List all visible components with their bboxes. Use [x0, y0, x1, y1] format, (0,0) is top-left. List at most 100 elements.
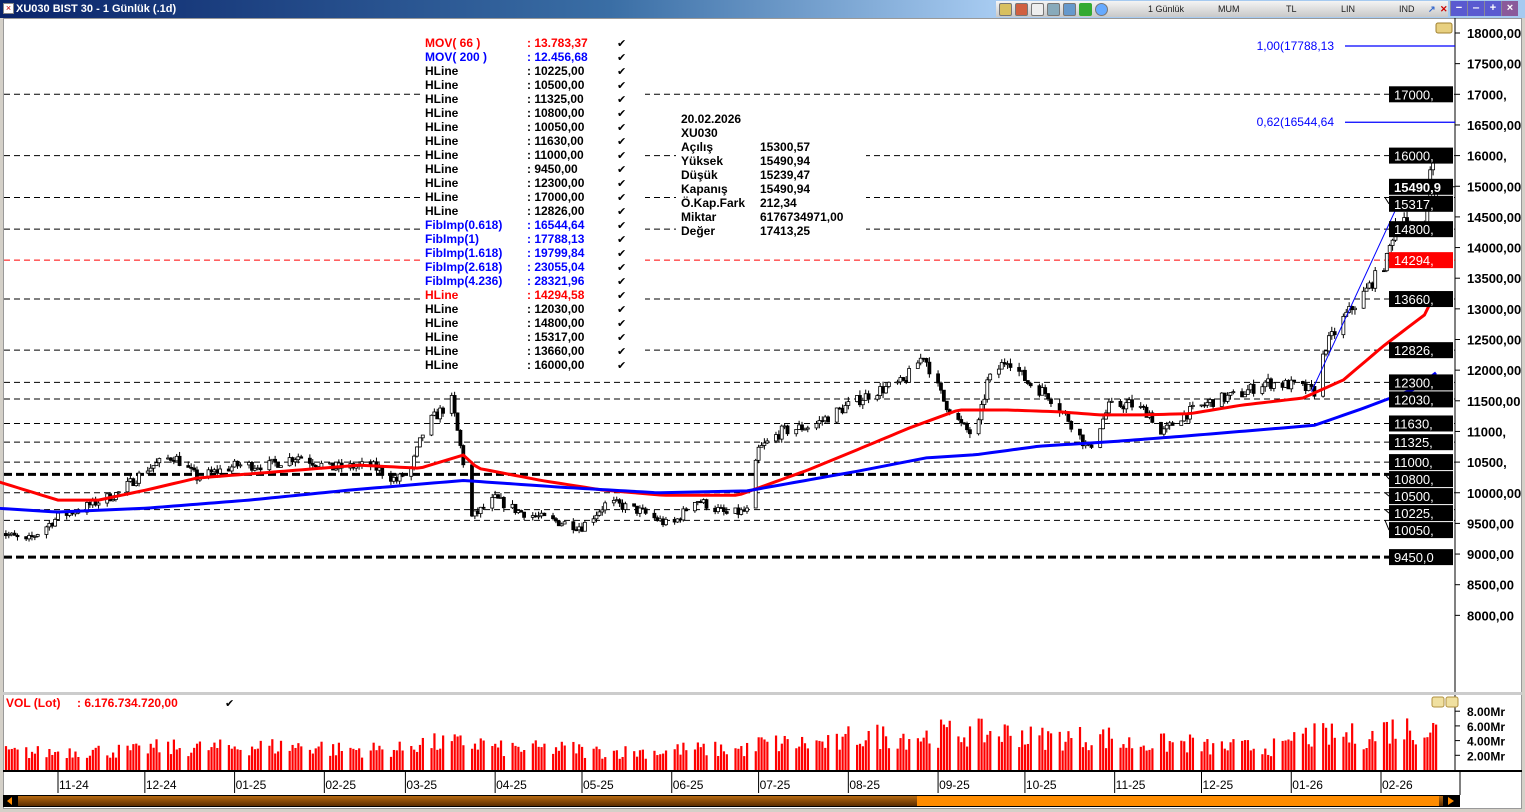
period-selector[interactable]: 1 Günlük [1148, 4, 1185, 14]
candle-body [826, 416, 830, 423]
visibility-check-icon[interactable]: ✔ [617, 150, 626, 162]
scale-selector[interactable]: LIN [1341, 4, 1356, 14]
legend-value: : 14294,58 [527, 288, 585, 302]
volume-bar [693, 749, 697, 770]
visibility-check-icon[interactable]: ✔ [617, 234, 626, 246]
candle-body [496, 494, 500, 499]
legend-value: : 9450,00 [527, 162, 578, 176]
pencil-icon[interactable] [1079, 2, 1092, 16]
volume-bar [1203, 741, 1206, 770]
visibility-check-icon[interactable]: ✔ [617, 192, 626, 204]
candle-body [519, 510, 524, 513]
visibility-check-icon[interactable]: ✔ [617, 52, 626, 64]
candle-body [1326, 335, 1331, 352]
scroll-left-icon[interactable] [7, 797, 12, 805]
tool-icon-3[interactable] [1031, 2, 1044, 16]
volume-bar [1038, 735, 1041, 770]
tool-icon-4[interactable] [1047, 2, 1060, 16]
candle-body [1205, 402, 1210, 406]
volume-bar [1252, 748, 1255, 770]
candle-body [412, 455, 416, 468]
volume-bar [279, 740, 283, 770]
volume-bar [1023, 744, 1027, 770]
visibility-check-icon[interactable]: ✔ [617, 108, 626, 120]
x-tick-label: 01-25 [236, 778, 267, 792]
volume-bar [1385, 721, 1388, 770]
scrollbar-range [18, 796, 1443, 806]
volume-bar [207, 750, 210, 770]
volume-bar [1411, 740, 1415, 770]
chart-type-selector[interactable]: MUM [1218, 4, 1240, 14]
currency-selector[interactable]: TL [1286, 4, 1297, 14]
candle-body [846, 401, 851, 406]
volume-bar [818, 740, 821, 770]
candle-body [924, 358, 929, 363]
scroll-right-icon[interactable] [1448, 797, 1454, 805]
y-tick-label: 11500,00 [1467, 394, 1521, 409]
candle-body [400, 473, 405, 477]
visibility-check-icon[interactable]: ✔ [617, 80, 626, 92]
visibility-check-icon[interactable]: ✔ [617, 220, 626, 232]
tool-icon-1[interactable] [999, 2, 1012, 16]
visibility-check-icon[interactable]: ✔ [617, 206, 626, 218]
volume-bar [1272, 738, 1276, 770]
hline-value-box [1389, 522, 1453, 539]
visibility-check-icon[interactable]: ✔ [617, 122, 626, 134]
visibility-check-icon[interactable]: ✔ [617, 66, 626, 78]
info-key: XU030 [681, 126, 718, 140]
visibility-check-icon[interactable]: ✔ [617, 262, 626, 274]
volume-bar [1044, 749, 1047, 770]
move-icon[interactable] [1095, 2, 1108, 16]
arrow-icon[interactable]: ↗ [1428, 4, 1436, 14]
volume-label: VOL (Lot) [6, 696, 60, 710]
visibility-check-icon[interactable]: ✔ [617, 346, 626, 358]
visibility-check-icon[interactable]: ✔ [617, 94, 626, 106]
volume-bar [618, 758, 621, 770]
visibility-check-icon[interactable]: ✔ [617, 318, 626, 330]
visibility-check-icon[interactable]: ✔ [617, 332, 626, 344]
visibility-check-icon[interactable]: ✔ [617, 164, 626, 176]
visibility-check-icon[interactable]: ✔ [617, 304, 626, 316]
tools-icon[interactable]: ✕ [1440, 4, 1448, 14]
indicator-selector[interactable]: IND [1399, 4, 1415, 14]
volume-bar [291, 744, 294, 770]
visibility-check-icon[interactable]: ✔ [617, 178, 626, 190]
candle-body [817, 420, 822, 425]
candle-body [803, 428, 807, 431]
maximize-button[interactable]: + [1484, 1, 1501, 16]
volume-bar [401, 750, 404, 770]
candle-body [939, 382, 943, 391]
visibility-check-icon[interactable]: ✔ [617, 136, 626, 148]
volume-bar [1365, 748, 1368, 770]
candle-body [1211, 399, 1215, 407]
candle-body [1130, 399, 1134, 408]
volume-bar [612, 750, 616, 770]
visibility-check-icon[interactable]: ✔ [617, 290, 626, 302]
close-button[interactable]: × [1501, 1, 1518, 16]
volume-bar [1307, 744, 1310, 770]
visibility-check-icon[interactable]: ✔ [617, 360, 626, 372]
candle-body [1300, 381, 1305, 385]
hline-value-box [1389, 549, 1453, 566]
scrollbar-thumb[interactable] [917, 796, 1439, 806]
visibility-check-icon[interactable]: ✔ [617, 38, 626, 50]
visibility-check-icon[interactable]: ✔ [617, 276, 626, 288]
candle-body [554, 518, 558, 522]
ma200-line [0, 371, 1437, 514]
volume-bar [517, 746, 520, 770]
volume-bar [801, 736, 804, 770]
candle-body [1008, 363, 1013, 368]
candle-body [1390, 239, 1395, 246]
candle-body [56, 512, 60, 520]
visibility-check-icon[interactable]: ✔ [617, 248, 626, 260]
candle-body [1321, 353, 1326, 397]
volume-bar [499, 740, 503, 770]
volume-bar [980, 718, 983, 770]
tool-icon-5[interactable] [1063, 2, 1076, 16]
hline-value-box [1389, 195, 1453, 212]
tool-icon-2[interactable] [1015, 2, 1028, 16]
volume-bar [430, 748, 433, 770]
minimize-button[interactable]: − [1450, 1, 1467, 16]
candle-body [907, 368, 912, 383]
restore-button[interactable]: ‒ [1467, 1, 1484, 16]
